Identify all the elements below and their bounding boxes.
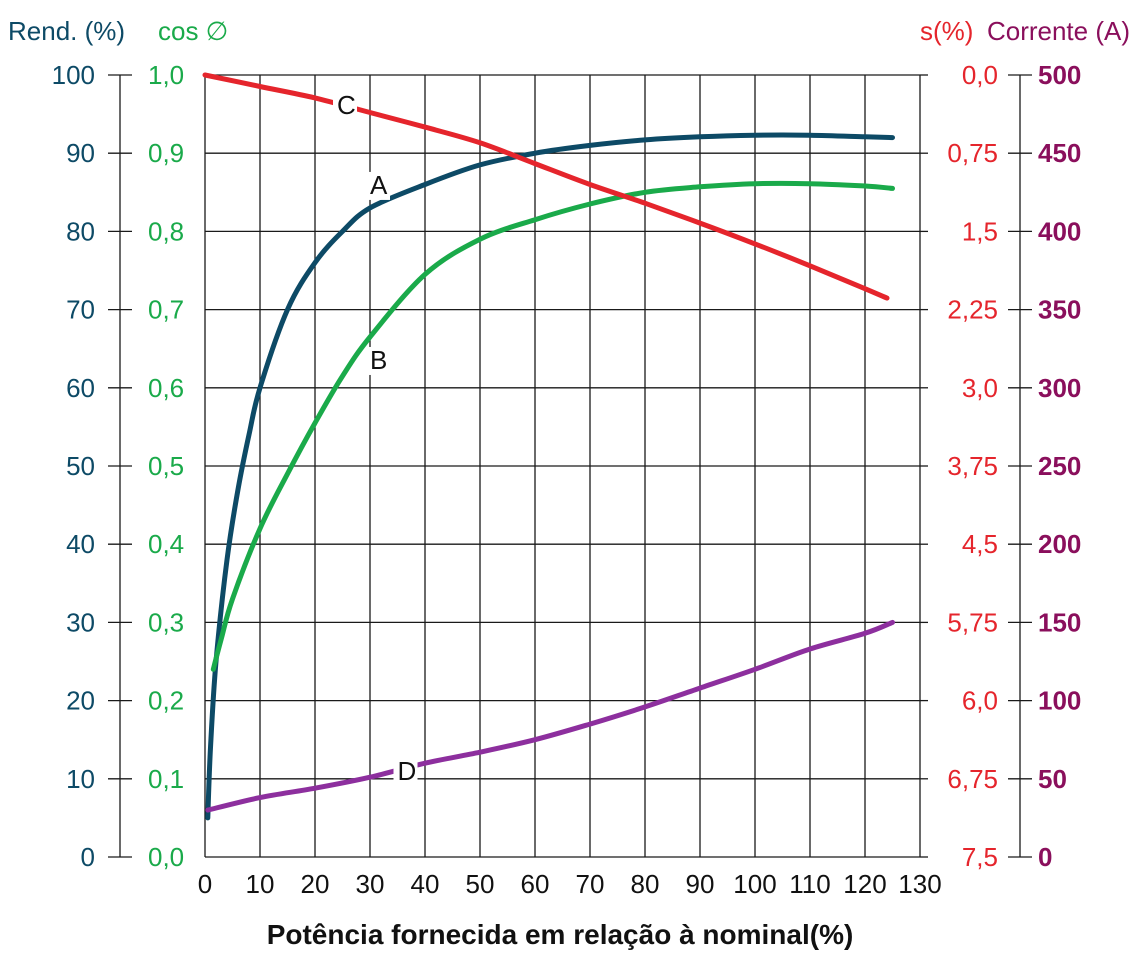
- rend-tick-label: 80: [66, 216, 95, 246]
- cos-tick-label: 0,6: [148, 373, 184, 403]
- cos-tick-label: 0,1: [148, 764, 184, 794]
- x-tick-label: 120: [843, 869, 886, 899]
- cos-tick-label: 1,0: [148, 60, 184, 90]
- x-tick-label: 50: [466, 869, 495, 899]
- gridlines: [204, 74, 921, 858]
- x-tick-label: 100: [733, 869, 776, 899]
- current-tick-label: 100: [1038, 686, 1081, 716]
- slip-tick-label: 0,0: [962, 60, 998, 90]
- slip-tick-label: 3,0: [962, 373, 998, 403]
- cos-axis-title: cos ∅: [158, 16, 228, 46]
- cos-tick-label: 0,7: [148, 295, 184, 325]
- rend-tick-label: 70: [66, 295, 95, 325]
- current-tick-label: 0: [1038, 842, 1052, 872]
- current-tick-label: 150: [1038, 607, 1081, 637]
- current-tick-label: 250: [1038, 451, 1081, 481]
- cos-tick-label: 0,5: [148, 451, 184, 481]
- current-tick-label: 450: [1038, 138, 1081, 168]
- rend-tick-label: 40: [66, 529, 95, 559]
- current-tick-label: 350: [1038, 295, 1081, 325]
- rend-tick-label: 60: [66, 373, 95, 403]
- cos-tick-label: 0,0: [148, 842, 184, 872]
- x-tick-label: 0: [198, 869, 212, 899]
- rend-tick-label: 10: [66, 764, 95, 794]
- curve-label-a: A: [370, 170, 388, 200]
- rend-tick-label: 50: [66, 451, 95, 481]
- labels-layer: A B C D: [333, 90, 418, 787]
- cos-tick-label: 0,9: [148, 138, 184, 168]
- x-tick-label: 40: [411, 869, 440, 899]
- x-tick-label: 60: [521, 869, 550, 899]
- rend-tick-label: 0: [81, 842, 95, 872]
- slip-tick-label: 3,75: [947, 451, 998, 481]
- slip-tick-label: 2,25: [947, 295, 998, 325]
- cos-tick-label: 0,2: [148, 686, 184, 716]
- curve-label-bg: [366, 171, 390, 200]
- slip-axis-title: s(%): [920, 16, 973, 46]
- series-layer: [202, 72, 895, 821]
- x-tick-label: 30: [356, 869, 385, 899]
- x-tick-label: 130: [898, 869, 941, 899]
- rend-tick-label: 100: [52, 60, 95, 90]
- x-tick-label: 80: [631, 869, 660, 899]
- cos-tick-label: 0,3: [148, 607, 184, 637]
- slip-tick-label: 5,75: [947, 607, 998, 637]
- current-tick-label: 200: [1038, 529, 1081, 559]
- curve-label-d: D: [398, 756, 417, 786]
- rend-tick-label: 30: [66, 607, 95, 637]
- series-line-c: [202, 72, 890, 301]
- cos-tick-label: 0,8: [148, 216, 184, 246]
- x-tick-label: 20: [301, 869, 330, 899]
- series-line-a: [205, 132, 895, 821]
- x-tick-label: 90: [686, 869, 715, 899]
- slip-tick-label: 6,0: [962, 686, 998, 716]
- series-line-d: [205, 619, 895, 813]
- current-tick-label: 50: [1038, 764, 1067, 794]
- current-axis-title: Corrente (A): [987, 16, 1130, 46]
- series-line-b: [210, 180, 895, 672]
- x-tick-label: 110: [789, 869, 830, 899]
- slip-tick-label: 7,5: [962, 842, 998, 872]
- slip-tick-label: 4,5: [962, 529, 998, 559]
- slip-tick-label: 0,75: [947, 138, 998, 168]
- x-axis-title: Potência fornecida em relação à nominal(…: [267, 919, 854, 950]
- curve-label-b: B: [370, 345, 387, 375]
- rend-tick-label: 20: [66, 686, 95, 716]
- slip-tick-label: 1,5: [962, 216, 998, 246]
- current-tick-label: 500: [1038, 60, 1081, 90]
- x-tick-label: 10: [246, 869, 275, 899]
- curve-label-bg: [393, 758, 418, 787]
- x-tick-label: 70: [576, 869, 605, 899]
- current-tick-label: 300: [1038, 373, 1081, 403]
- curve-label-bg: [366, 346, 390, 375]
- rend-tick-label: 90: [66, 138, 95, 168]
- cos-tick-label: 0,4: [148, 529, 184, 559]
- curve-label-c: C: [337, 90, 356, 120]
- rend-axis-title: Rend. (%): [8, 16, 125, 46]
- curve-label-bg: [333, 91, 357, 120]
- slip-tick-label: 6,75: [947, 764, 998, 794]
- current-tick-label: 400: [1038, 216, 1081, 246]
